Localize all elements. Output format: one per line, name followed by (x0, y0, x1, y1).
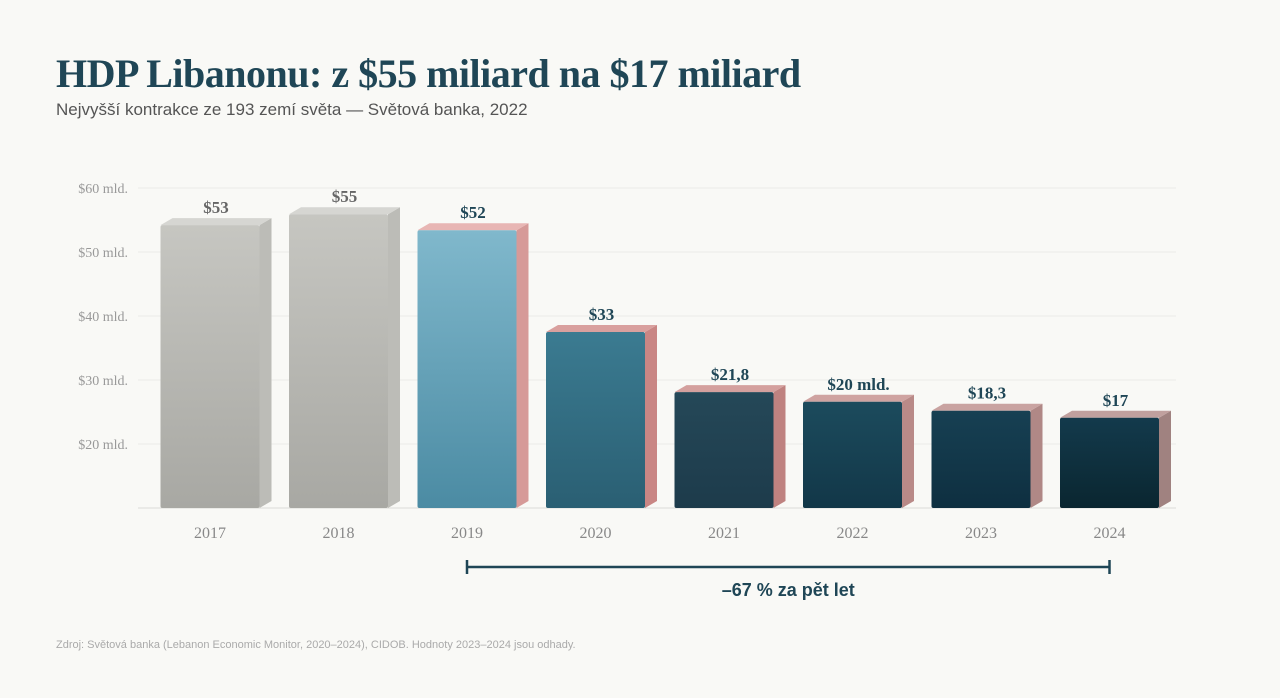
x-tick-label: 2023 (965, 525, 997, 542)
annotation-text: –67 % za pět let (722, 580, 855, 600)
bar-side (516, 223, 529, 509)
x-tick-label: 2022 (837, 525, 869, 542)
bar-side (645, 325, 657, 508)
data-label: $52 (460, 203, 486, 222)
bar-side (773, 385, 786, 508)
bar-top (160, 218, 272, 226)
bar-2023 (931, 410, 1031, 508)
bar-2024 (1060, 417, 1159, 508)
x-tick-label: 2019 (451, 525, 483, 542)
x-tick-label: 2017 (194, 525, 226, 542)
x-tick-label: 2024 (1094, 525, 1126, 542)
y-tick-label: $60 mld. (78, 182, 128, 197)
x-tick-label: 2018 (323, 525, 355, 542)
data-label: $21,8 (711, 365, 749, 384)
data-label: $53 (203, 198, 229, 217)
y-tick-label: $20 mld. (78, 438, 128, 453)
data-label: $55 (332, 187, 358, 206)
bar-top (803, 394, 914, 402)
data-label: $20 mld. (827, 375, 889, 394)
chart-title: HDP Libanonu: z $55 miliard na $17 milia… (56, 51, 801, 96)
bar-2022 (803, 401, 902, 508)
bar-2018 (289, 214, 388, 509)
y-tick-label: $40 mld. (78, 310, 128, 325)
bar-side (902, 394, 914, 508)
bar-side (1030, 403, 1043, 508)
bar-side (388, 207, 400, 509)
source-note: Zdroj: Světová banka (Lebanon Economic M… (56, 639, 576, 651)
data-label: $17 (1103, 391, 1129, 410)
bar-top (1060, 410, 1171, 418)
data-label: $18,3 (968, 384, 1006, 403)
bar-side (259, 218, 272, 508)
bar-2020 (546, 332, 645, 508)
bar-top (417, 223, 529, 231)
bar-top (546, 325, 657, 332)
bar-top (289, 207, 400, 215)
chart-subtitle: Nejvyšší kontrakce ze 193 zemí světa — S… (56, 100, 528, 119)
x-tick-label: 2020 (580, 525, 612, 542)
bar-2017 (160, 225, 260, 508)
bar-top (674, 385, 786, 393)
y-tick-label: $50 mld. (78, 246, 128, 261)
x-tick-label: 2021 (708, 525, 740, 542)
bar-top (931, 403, 1043, 411)
bar-2019 (417, 230, 517, 509)
bar-side (1159, 410, 1171, 508)
y-tick-label: $30 mld. (78, 374, 128, 389)
data-label: $33 (589, 305, 615, 324)
bar-2021 (674, 392, 774, 508)
